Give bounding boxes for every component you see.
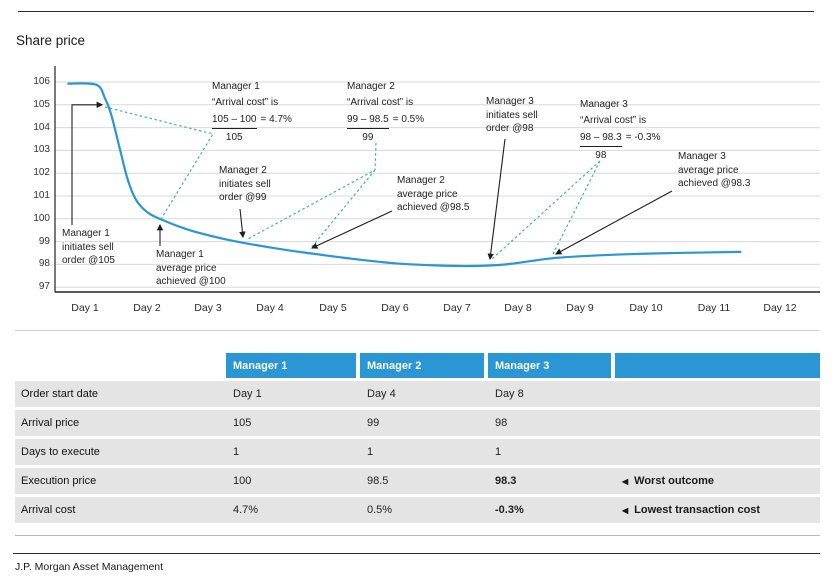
- y-tick-label: 97: [38, 281, 50, 293]
- table-header-row: Manager 1 Manager 2 Manager 3: [15, 353, 820, 378]
- y-tick-label: 101: [33, 190, 50, 201]
- table-bottom-divider: [15, 535, 820, 536]
- x-tick-label: Day 1: [71, 302, 99, 314]
- m3-initiate-arrow: [487, 138, 506, 261]
- y-tick-label: 106: [33, 76, 50, 87]
- y-tick-label: 105: [33, 98, 50, 110]
- footer-divider: [13, 553, 820, 554]
- header-manager2: Manager 2: [360, 353, 484, 378]
- m2-cost-formula: 99 – 98.5 99 = 0.5%: [347, 114, 425, 143]
- source-attribution: J.P. Morgan Asset Management: [15, 561, 164, 573]
- header-manager3: Manager 3: [488, 353, 611, 378]
- header-manager1: Manager 1: [226, 353, 356, 378]
- m3-cost-formula: 98 – 98.3 98 = -0.3%: [580, 132, 661, 161]
- y-tick-label: 103: [33, 144, 50, 156]
- worst-outcome-note: ◀ Worst outcome: [622, 475, 715, 487]
- callout-m2-arrival-cost: Manager 2 “Arrival cost” is 99 – 98.5 99…: [347, 81, 425, 143]
- x-tick-label: Day 3: [194, 302, 222, 314]
- x-tick-label: Day 8: [504, 302, 532, 314]
- x-tick-label: Day 11: [697, 302, 731, 314]
- header-spacer-cell: [15, 353, 222, 378]
- table-row: Arrival price 105 99 98: [15, 410, 820, 436]
- table-row: Execution price 100 98.5 98.3 ◀ Worst ou…: [15, 468, 820, 494]
- x-tick-label: Day 7: [443, 302, 471, 314]
- callout-m3-initiate: Manager 3 initiates sell order @98: [486, 96, 538, 134]
- m2-initiate-arrow: [239, 208, 246, 239]
- table-row: Days to execute 1 1 1: [15, 439, 820, 465]
- m3-avg-arrow: [555, 190, 673, 255]
- callout-m2-initiate: Manager 2 initiates sell order @99: [219, 165, 271, 203]
- y-tick-label: 104: [33, 121, 50, 133]
- y-tick-label: 98: [38, 258, 50, 270]
- callout-m3-average: Manager 3 average price achieved @98.3: [678, 151, 751, 189]
- callout-m1-initiate: Manager 1 initiates sell order @105: [62, 228, 115, 266]
- lowest-cost-note: ◀ Lowest transaction cost: [622, 504, 761, 516]
- m1-initiate-arrow: [71, 101, 104, 225]
- header-notes-cell: [615, 353, 820, 378]
- y-tick-label: 99: [38, 235, 50, 247]
- m2-avg-arrow: [311, 210, 393, 249]
- callout-m2-average: Manager 2 average price achieved @98.5: [397, 175, 470, 213]
- y-tick-label: 100: [33, 212, 50, 224]
- table-row: Order start date Day 1 Day 4 Day 8: [15, 381, 820, 407]
- chart-table-divider: [15, 330, 820, 331]
- m1-cost-formula: 105 – 100 105 = 4.7%: [212, 114, 292, 143]
- chart-title: Share price: [16, 33, 86, 48]
- m3-cost-connector: [491, 160, 601, 260]
- m1-cost-connector: [104, 106, 214, 220]
- x-tick-label: Day 10: [629, 302, 663, 314]
- callout-m1-arrival-cost: Manager 1 “Arrival cost” is 105 – 100 10…: [212, 81, 292, 143]
- table-row: Arrival cost 4.7% 0.5% -0.3% ◀ Lowest tr…: [15, 497, 820, 523]
- x-tick-label: Day 4: [256, 302, 284, 314]
- x-tick-label: Day 2: [133, 302, 161, 314]
- left-arrow-marker: ◀: [622, 476, 629, 486]
- x-tick-label: Day 12: [763, 302, 797, 314]
- manager-comparison-table: Manager 1 Manager 2 Manager 3 Order star…: [15, 353, 820, 523]
- callout-m1-average: Manager 1 average price achieved @100: [156, 249, 226, 287]
- x-tick-label: Day 9: [566, 302, 594, 314]
- left-arrow-marker: ◀: [622, 505, 629, 515]
- callout-m3-arrival-cost: Manager 3 “Arrival cost” is 98 – 98.3 98…: [580, 99, 661, 161]
- x-tick-label: Day 5: [319, 302, 347, 314]
- y-tick-label: 102: [33, 167, 50, 179]
- top-divider: [18, 11, 814, 12]
- x-tick-label: Day 6: [381, 302, 409, 314]
